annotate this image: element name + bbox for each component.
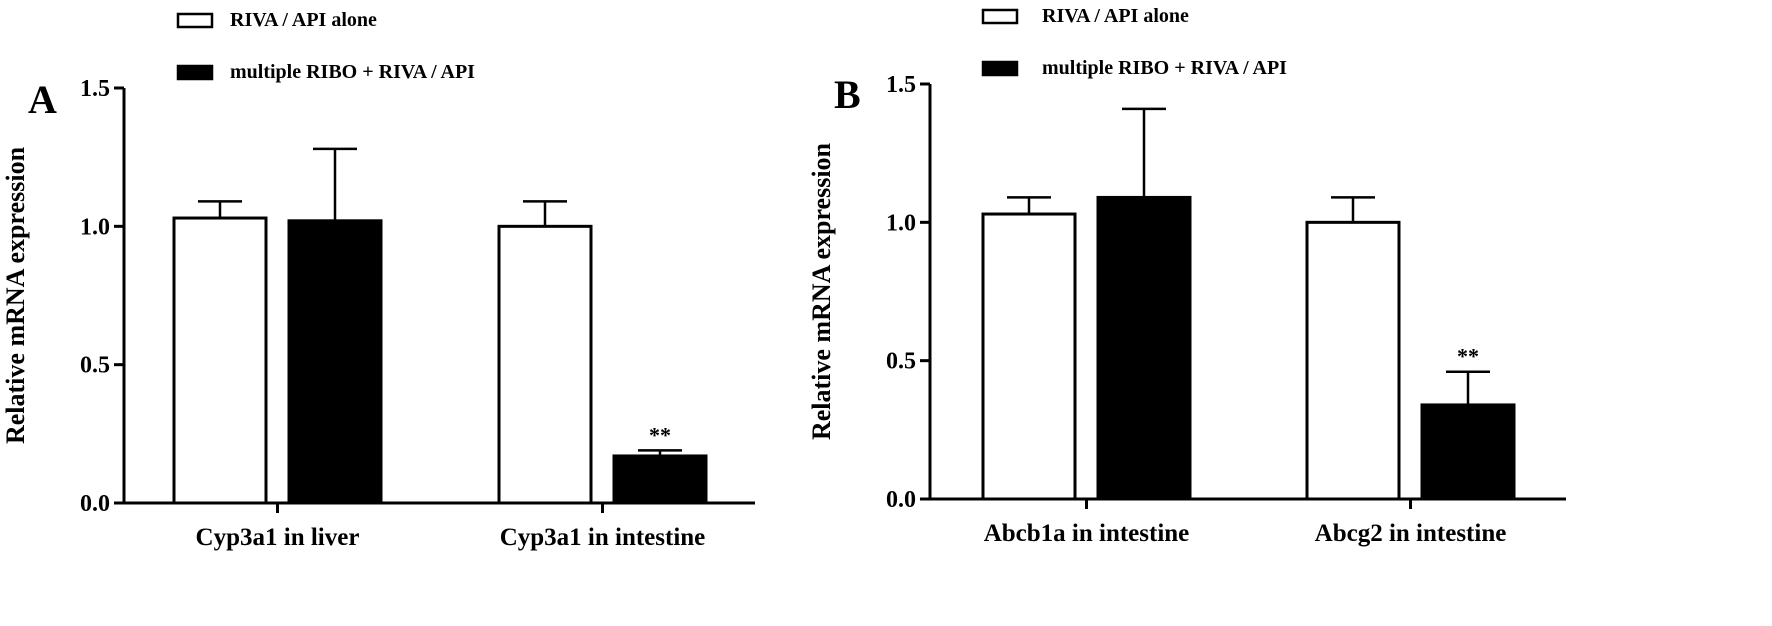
bar-riva-alone-1 (1305, 220, 1401, 501)
y-tick-label: 0.0 (886, 487, 916, 513)
legend-label: RIVA / API alone (1042, 5, 1189, 27)
y-tick-label: 1.0 (80, 214, 110, 240)
legend-label: multiple RIBO + RIVA / API (1042, 57, 1287, 79)
legend-swatch (981, 8, 1019, 25)
bar-ribo-riva-1 (612, 454, 708, 505)
legend-swatch (981, 60, 1019, 77)
bar-riva-alone-1 (497, 224, 593, 505)
y-tick-label: 0.5 (886, 349, 916, 375)
legend: RIVA / API alone multiple RIBO + RIVA / A… (981, 5, 1287, 79)
category-label: Cyp3a1 in liver (196, 524, 360, 551)
category-label: Abcb1a in intestine (984, 520, 1190, 547)
bar-riva-alone-0 (172, 216, 268, 505)
y-tick-label: 0.0 (80, 491, 110, 517)
bar-ribo-riva-0 (287, 219, 383, 505)
y-axis-title: Relative mRNA expression (807, 142, 836, 440)
panel-a: A Relative mRNA expression ** 0.0 0.5 1.0 1.5 C… (1, 9, 755, 551)
legend-label: RIVA / API alone (230, 9, 377, 31)
panel-letter: B (834, 72, 861, 117)
legend-swatch (176, 12, 214, 29)
y-tick-label: 0.5 (80, 353, 110, 379)
significance-marker: ** (1457, 344, 1479, 369)
category-label: Abcg2 in intestine (1315, 520, 1507, 547)
y-tick-label: 1.5 (886, 72, 916, 98)
legend-swatch (176, 64, 214, 81)
significance-marker: ** (649, 422, 671, 447)
bar-ribo-riva-1 (1420, 403, 1516, 501)
y-axis-title: Relative mRNA expression (1, 146, 30, 444)
panel-b: B Relative mRNA expression ** 0.0 0.5 1.0 1.5 A… (807, 5, 1566, 547)
panel-letter: A (28, 77, 57, 122)
y-tick-label: 1.5 (80, 76, 110, 102)
category-label: Cyp3a1 in intestine (500, 524, 706, 551)
bar-riva-alone-0 (981, 212, 1077, 501)
legend: RIVA / API alone multiple RIBO + RIVA / A… (176, 9, 475, 83)
y-tick-label: 1.0 (886, 210, 916, 236)
bar-ribo-riva-0 (1096, 195, 1192, 501)
legend-label: multiple RIBO + RIVA / API (230, 61, 475, 83)
